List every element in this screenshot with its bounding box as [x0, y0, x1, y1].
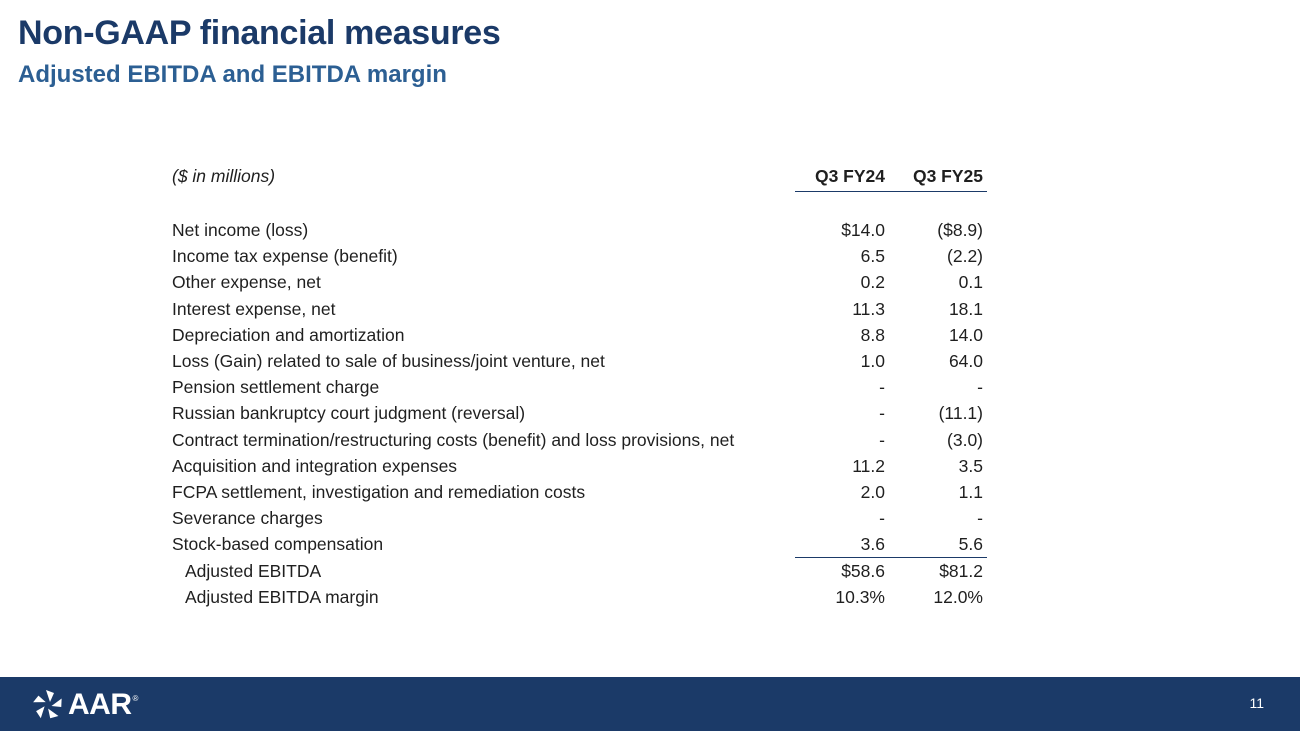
row-label: Other expense, net	[172, 272, 321, 293]
table-header-row: ($ in millions) Q3 FY24 Q3 FY25	[164, 161, 987, 192]
spacer-row	[164, 191, 987, 218]
row-label: Acquisition and integration expenses	[172, 455, 458, 476]
table-row: FCPA settlement, investigation and remed…	[164, 479, 987, 505]
value-q3fy24: 2.0	[860, 481, 885, 502]
value-q3fy24: 1.0	[860, 351, 885, 372]
value-q3fy24: 3.6	[860, 534, 885, 555]
aar-logo: AAR ®	[31, 688, 138, 722]
row-label: Russian bankruptcy court judgment (rever…	[172, 403, 526, 424]
table-row: Pension settlement charge - -	[164, 375, 987, 401]
value-q3fy25: ($8.9)	[937, 220, 983, 241]
row-label: Adjusted EBITDA margin	[185, 586, 379, 607]
table-row: Russian bankruptcy court judgment (rever…	[164, 401, 987, 427]
table-row: Depreciation and amortization 8.8 14.0	[164, 322, 987, 348]
value-q3fy24: $58.6	[795, 557, 893, 585]
value-q3fy25: $81.2	[893, 557, 987, 585]
slide-subtitle: Adjusted EBITDA and EBITDA margin	[18, 61, 447, 88]
row-label: FCPA settlement, investigation and remed…	[172, 481, 586, 502]
value-q3fy25: (11.1)	[938, 403, 983, 424]
page-number: 11	[1249, 695, 1264, 711]
value-q3fy25: -	[977, 377, 983, 398]
logo-wordmark: AAR	[68, 688, 132, 721]
value-q3fy24: 6.5	[860, 246, 885, 267]
value-q3fy24: 0.2	[860, 272, 885, 293]
row-label: Loss (Gain) related to sale of business/…	[172, 351, 605, 372]
value-q3fy24: -	[879, 508, 885, 529]
registered-mark: ®	[132, 694, 139, 703]
value-q3fy24: 11.2	[852, 455, 885, 476]
value-q3fy24: 10.3%	[835, 586, 885, 607]
value-q3fy24: $14.0	[841, 220, 885, 241]
value-q3fy25: 0.1	[958, 272, 983, 293]
value-q3fy25: (3.0)	[947, 429, 983, 450]
value-q3fy24: -	[879, 429, 885, 450]
table-row: Other expense, net 0.2 0.1	[164, 270, 987, 296]
column-header-q3fy25: Q3 FY25	[893, 161, 987, 192]
table-row: Stock-based compensation 3.6 5.6	[164, 532, 987, 558]
value-q3fy24: 8.8	[860, 324, 885, 345]
value-q3fy25: -	[977, 508, 983, 529]
financial-table: ($ in millions) Q3 FY24 Q3 FY25 Net inco…	[164, 161, 987, 610]
value-q3fy25: 18.1	[948, 298, 983, 319]
total-row: Adjusted EBITDA margin 10.3% 12.0%	[164, 584, 987, 610]
table-row: Loss (Gain) related to sale of business/…	[164, 348, 987, 374]
table-row: Net income (loss) $14.0 ($8.9)	[164, 218, 987, 244]
units-label: ($ in millions)	[172, 166, 276, 186]
footer-bar: AAR ® 11	[0, 677, 1300, 731]
value-q3fy25: 12.0%	[933, 586, 983, 607]
value-q3fy25: 1.1	[958, 481, 983, 502]
row-label: Stock-based compensation	[172, 534, 384, 555]
row-label: Contract termination/restructuring costs…	[172, 429, 735, 450]
value-q3fy25: (2.2)	[947, 246, 983, 267]
row-label: Pension settlement charge	[172, 377, 380, 398]
row-label: Net income (loss)	[172, 220, 309, 241]
table-row: Acquisition and integration expenses 11.2…	[164, 453, 987, 479]
value-q3fy25: 3.5	[958, 455, 983, 476]
row-label: Income tax expense (benefit)	[172, 246, 398, 267]
total-row: Adjusted EBITDA $58.6 $81.2	[164, 557, 987, 585]
aar-star-logo-icon	[33, 690, 62, 719]
table-row: Interest expense, net 11.3 18.1	[164, 296, 987, 322]
row-label: Adjusted EBITDA	[185, 560, 322, 581]
value-q3fy25: 64.0	[948, 351, 983, 372]
value-q3fy24: 11.3	[852, 298, 885, 319]
row-label: Interest expense, net	[172, 298, 336, 319]
table-row: Income tax expense (benefit) 6.5 (2.2)	[164, 244, 987, 270]
table-row: Severance charges - -	[164, 506, 987, 532]
value-q3fy24: -	[879, 377, 885, 398]
value-q3fy25: 5.6	[958, 534, 983, 555]
table-row: Contract termination/restructuring costs…	[164, 427, 987, 453]
row-label: Severance charges	[172, 508, 323, 529]
column-header-q3fy24: Q3 FY24	[795, 161, 893, 192]
value-q3fy25: 14.0	[948, 324, 983, 345]
row-label: Depreciation and amortization	[172, 324, 405, 345]
slide-title: Non-GAAP financial measures	[18, 14, 501, 52]
value-q3fy24: -	[879, 403, 885, 424]
